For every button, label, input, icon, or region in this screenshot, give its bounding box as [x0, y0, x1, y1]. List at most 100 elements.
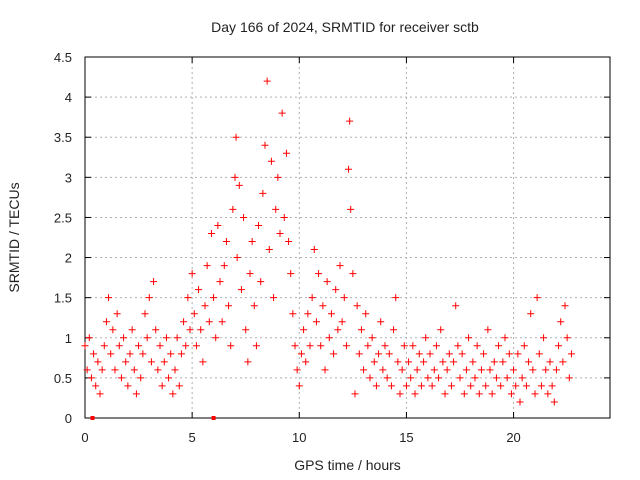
data-point [537, 382, 545, 390]
data-point [458, 350, 466, 358]
data-point [514, 350, 522, 358]
data-point [400, 342, 408, 350]
data-point [529, 366, 537, 374]
data-point [267, 157, 275, 165]
data-point [169, 390, 177, 398]
data-point [132, 390, 140, 398]
data-point [211, 416, 216, 420]
data-point [100, 342, 108, 350]
data-point [325, 334, 333, 342]
data-point [171, 366, 179, 374]
data-point [175, 382, 183, 390]
data-point [90, 416, 95, 420]
data-point [454, 342, 462, 350]
data-point [396, 390, 404, 398]
data-point [158, 382, 166, 390]
axis-ticks [84, 56, 610, 419]
data-point [379, 366, 387, 374]
data-point [484, 326, 492, 334]
data-point [447, 382, 455, 390]
data-point [250, 302, 258, 310]
grid-lines [84, 56, 610, 419]
x-tick-label: 20 [506, 430, 520, 445]
data-point [137, 374, 145, 382]
data-point [516, 398, 524, 406]
data-point [546, 358, 554, 366]
data-point [150, 278, 158, 286]
data-points [81, 77, 575, 420]
data-point [229, 205, 237, 213]
data-point [282, 149, 290, 157]
data-point [203, 262, 211, 270]
y-axis-title: SRMTID / TECUs [6, 182, 22, 292]
data-point [139, 350, 147, 358]
data-point [552, 366, 560, 374]
data-point [265, 246, 273, 254]
data-point [312, 318, 320, 326]
data-point [557, 318, 565, 326]
data-point [559, 358, 567, 366]
data-point [563, 334, 571, 342]
data-point [486, 366, 494, 374]
data-point [165, 374, 173, 382]
data-point [152, 326, 160, 334]
data-point [272, 205, 280, 213]
data-point [98, 366, 106, 374]
data-point [432, 342, 440, 350]
data-point [345, 165, 353, 173]
data-point [527, 310, 535, 318]
data-point [398, 366, 406, 374]
data-point [392, 294, 400, 302]
data-point [330, 350, 338, 358]
data-point [346, 117, 354, 125]
data-point [347, 205, 355, 213]
data-point [420, 358, 428, 366]
data-point [441, 390, 449, 398]
data-point [259, 189, 267, 197]
data-point [222, 238, 230, 246]
y-tick-label: 4 [65, 90, 72, 105]
data-point [293, 366, 301, 374]
data-point [377, 318, 385, 326]
data-point [370, 358, 378, 366]
data-point [349, 270, 357, 278]
data-point [216, 278, 224, 286]
data-point [375, 350, 383, 358]
data-point [413, 366, 421, 374]
data-point [270, 294, 278, 302]
data-point [246, 270, 254, 278]
data-point [295, 382, 303, 390]
y-tick-label: 1 [65, 331, 72, 346]
data-point [422, 334, 430, 342]
data-point [220, 262, 228, 270]
data-point [261, 141, 269, 149]
data-point [143, 334, 151, 342]
data-point [160, 358, 168, 366]
x-tick-label: 5 [189, 430, 196, 445]
data-point [192, 342, 200, 350]
data-point [428, 382, 436, 390]
data-point [490, 358, 498, 366]
data-point [544, 390, 552, 398]
data-point [505, 350, 513, 358]
x-tick-labels: 0 5 10 15 20 [81, 430, 520, 445]
data-point [276, 229, 284, 237]
data-point [126, 350, 134, 358]
data-point [257, 278, 265, 286]
data-point [156, 342, 164, 350]
data-point [426, 350, 434, 358]
data-point [394, 358, 402, 366]
data-point [411, 390, 419, 398]
data-point [475, 390, 483, 398]
data-point [385, 350, 393, 358]
data-point [555, 342, 563, 350]
data-point [240, 213, 248, 221]
data-point [255, 221, 263, 229]
data-point [304, 310, 312, 318]
plot-frame [84, 56, 611, 419]
data-point [252, 342, 260, 350]
data-point [323, 278, 331, 286]
data-point [145, 294, 153, 302]
x-axis-title: GPS time / hours [294, 457, 401, 473]
data-point [319, 302, 327, 310]
